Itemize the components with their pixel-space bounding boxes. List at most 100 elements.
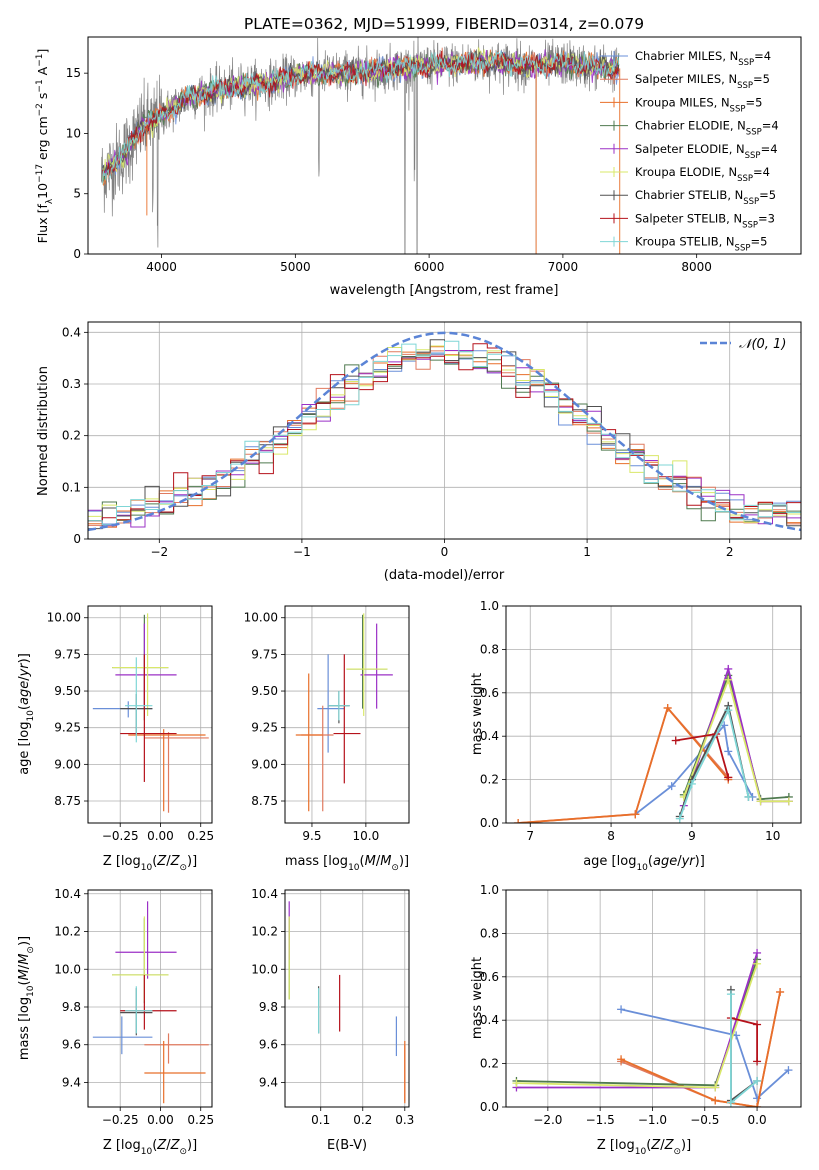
residuals-hist [88, 331, 801, 532]
model-spectrum-line [102, 49, 620, 185]
age_vs_mass-ytick-label: 9.50 [251, 684, 278, 698]
residuals-panel: −2 −1 0 1 2 0 0.1 0.2 0.3 0.4 𝒩(0, 1) (data-model… [36, 321, 802, 583]
mass-vs-metallicity-xlabel: Z [log10(Z/Z⊙)] [103, 1138, 197, 1157]
spectrum-xtick-label: 4000 [146, 260, 177, 274]
age_vs_mass-ytick-label: 8.75 [251, 794, 278, 808]
age_vs_Z-ytick-label: 9.50 [54, 684, 81, 698]
mass_weight_vs_Z-ytick-label: 0.0 [480, 1100, 499, 1114]
mass_vs_Z-frame [87, 889, 213, 1108]
residuals-xtick-label: 0 [441, 545, 449, 559]
mass_vs_Z-xtick-label: 0.00 [147, 1113, 174, 1127]
legend-label: Kroupa MILES, NSSP=5 [635, 95, 762, 114]
residuals-ytick-label: 0 [73, 532, 81, 546]
mass-weight-vs-age-plot: 7 8 9 10 0.0 0.2 0.4 0.6 0.8 1.0 [480, 599, 802, 843]
mass_weight_vs_age-ytick-label: 0.0 [480, 816, 499, 830]
series-line [516, 963, 758, 1089]
age-vs-mass-plot: 9.5 10.0 8.75 9.00 9.25 9.50 9.75 10.00 [244, 605, 410, 843]
mass_vs_EBV-xtick-label: 0.2 [353, 1113, 372, 1127]
residual-histogram-8 [88, 340, 801, 526]
spectrum-xtick-label: 5000 [280, 260, 311, 274]
spectrum-xtick-label: 6000 [414, 260, 445, 274]
figure-title: PLATE=0362, MJD=51999, FIBERID=0314, z=0… [244, 15, 644, 33]
spectrum-ytick-label: 5 [73, 187, 81, 201]
age-vs-mass-panel: 9.5 10.0 8.75 9.00 9.25 9.50 9.75 10.00 mass [l… [244, 605, 410, 873]
spectrum-frame [87, 36, 802, 255]
residuals-xtick-label: −1 [293, 545, 311, 559]
mass_weight_vs_Z-xtick-label: −2.0 [533, 1113, 562, 1127]
spectrum-panel: 4000 5000 6000 7000 8000 0 5 10 15 Chabrier MILE… [35, 36, 802, 298]
mass_vs_Z-ytick-label: 10.2 [54, 925, 81, 939]
mass_vs_Z-ytick-label: 10.4 [54, 887, 81, 901]
legend-label: Salpeter STELIB, NSSP=3 [635, 211, 775, 230]
mass_weight_vs_age-xtick-label: 7 [526, 829, 534, 843]
gauss-legend-label: 𝒩(0, 1) [739, 337, 786, 352]
age_vs_Z-xtick-label: 0.25 [187, 829, 214, 843]
mass_weight_vs_Z-ytick-label: 1.0 [480, 883, 499, 897]
mass_vs_Z-xtick-label: −0.25 [102, 1113, 139, 1127]
residuals-plot: −2 −1 0 1 2 0 0.1 0.2 0.3 0.4 [62, 321, 802, 559]
mass_weight_vs_Z-xtick-label: −1.0 [638, 1113, 667, 1127]
age_vs_mass-points [295, 613, 393, 812]
age_vs_Z-ytick-label: 9.75 [54, 647, 81, 661]
mass-weight-vs-age-panel: 7 8 9 10 0.0 0.2 0.4 0.6 0.8 1.0 age [log10(age/y… [470, 599, 802, 873]
series-line [682, 676, 789, 803]
spectrum-ylabel: Flux [fλ10−17 erg cm−2 s−1 A−1] [35, 49, 55, 244]
mass_vs_Z-xtick-label: 0.25 [187, 1113, 214, 1127]
gaussian-curve [88, 331, 801, 532]
mass_weight_vs_age-series [514, 664, 793, 823]
residuals-frame [87, 321, 802, 540]
legend-label: Kroupa STELIB, NSSP=5 [635, 235, 767, 254]
legend-label: Chabrier MILES, NSSP=4 [635, 49, 771, 68]
spectrum-ytick-label: 10 [66, 126, 81, 140]
residuals-xtick-label: −2 [150, 545, 168, 559]
spectrum-lines [101, 37, 621, 254]
series-line [678, 707, 750, 819]
spectrum-ytick-label: 0 [73, 247, 81, 261]
residuals-ytick-label: 0.1 [62, 480, 81, 494]
mass_vs_Z-ytick-label: 9.6 [62, 1038, 81, 1052]
series-line [620, 991, 781, 1107]
mass-vs-metallicity-plot: −0.25 0.00 0.25 9.4 9.6 9.8 10.0 10.2 10.4 [54, 887, 214, 1127]
spectrum-xlabel: wavelength [Angstrom, rest frame] [330, 283, 559, 298]
mass-vs-extinction-plot: 0.1 0.2 0.3 9.4 9.6 9.8 10.0 10.2 10.4 [251, 887, 414, 1127]
mass_vs_EBV-ytick-label: 10.4 [251, 887, 278, 901]
age_vs_Z-xtick-label: 0.00 [147, 829, 174, 843]
mass_vs_EBV-points [288, 901, 406, 1104]
mass_weight_vs_age-ytick-label: 0.2 [480, 773, 499, 787]
mass_vs_EBV-ytick-label: 10.2 [251, 925, 278, 939]
age_vs_mass-frame [284, 605, 410, 824]
age_vs_Z-ytick-label: 9.00 [54, 757, 81, 771]
age_vs_mass-ytick-label: 9.00 [251, 757, 278, 771]
residuals-xtick-label: 2 [726, 545, 734, 559]
spectrum-xtick-label: 7000 [548, 260, 579, 274]
mass-weight-vs-metallicity-plot: −2.0 −1.5 −1.0 −0.5 0.0 0.0 0.2 0.4 0.6 0.8 1.0 [480, 883, 802, 1127]
mass_weight_vs_age-ytick-label: 0.8 [480, 642, 499, 656]
residuals-ylabel: Normed distribution [36, 366, 51, 496]
age_vs_mass-xtick-label: 9.5 [302, 829, 321, 843]
mass_weight_vs_Z-xtick-label: −1.5 [586, 1113, 615, 1127]
age_vs_Z-points [92, 613, 209, 813]
residuals-ytick-label: 0.3 [62, 377, 81, 391]
mass_weight_vs_Z-frame [505, 889, 802, 1108]
legend-label: Salpeter ELODIE, NSSP=4 [635, 142, 778, 161]
mass_vs_EBV-ytick-label: 9.4 [259, 1075, 278, 1089]
age-vs-metallicity-plot: −0.25 0.00 0.25 8.75 9.00 9.25 9.50 9.75 10.00 [47, 605, 214, 843]
spectrum-plot: 4000 5000 6000 7000 8000 0 5 10 15 [66, 36, 802, 274]
mass_weight_vs_age-xtick-label: 10 [765, 829, 780, 843]
mass-vs-metallicity-ylabel: mass [log10(M/M⊙)] [17, 936, 36, 1060]
mass-weight-vs-age-xlabel: age [log10(age/yr)] [583, 854, 705, 873]
mass-weight-vs-metallicity-xlabel: Z [log10(Z/Z⊙)] [597, 1138, 691, 1157]
mass_weight_vs_age-xtick-label: 8 [607, 829, 615, 843]
mass_weight_vs_age-ytick-label: 1.0 [480, 599, 499, 613]
age_vs_mass-xtick-label: 10.0 [353, 829, 380, 843]
mass_vs_Z-points [92, 901, 209, 1104]
age_vs_Z-frame [87, 605, 213, 824]
age-vs-metallicity-ylabel: age [log10(age/yr)] [17, 653, 36, 775]
mass-vs-extinction-xlabel: E(B-V) [327, 1138, 367, 1153]
legend-label: Chabrier ELODIE, NSSP=4 [635, 119, 779, 138]
age-vs-mass-xlabel: mass [log10(M/M⊙)] [285, 854, 409, 873]
age_vs_mass-ytick-label: 9.75 [251, 647, 278, 661]
mass_weight_vs_Z-xtick-label: −0.5 [690, 1113, 719, 1127]
mass_vs_Z-ytick-label: 9.8 [62, 1000, 81, 1014]
